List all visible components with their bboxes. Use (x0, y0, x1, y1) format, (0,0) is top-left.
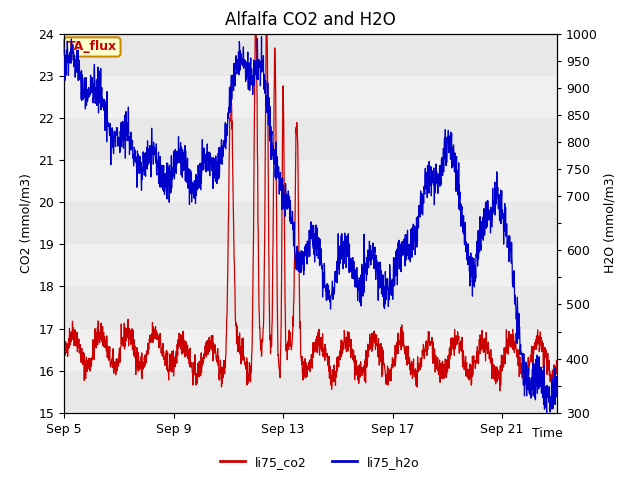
Legend: li75_co2, li75_h2o: li75_co2, li75_h2o (215, 451, 425, 474)
Bar (64, 34, 557, 76)
Title: Alfalfa CO2 and H2O: Alfalfa CO2 and H2O (225, 11, 396, 29)
Bar (64, 118, 557, 160)
Bar (64, 244, 557, 287)
Bar (64, 328, 557, 371)
Bar (64, 76, 557, 118)
Y-axis label: CO2 (mmol/m3): CO2 (mmol/m3) (20, 173, 33, 273)
Text: TA_flux: TA_flux (67, 40, 117, 53)
Bar (64, 202, 557, 244)
Text: Time: Time (532, 427, 563, 440)
Y-axis label: H2O (mmol/m3): H2O (mmol/m3) (604, 173, 616, 274)
Bar (64, 371, 557, 413)
Bar (64, 160, 557, 202)
Bar (64, 287, 557, 328)
